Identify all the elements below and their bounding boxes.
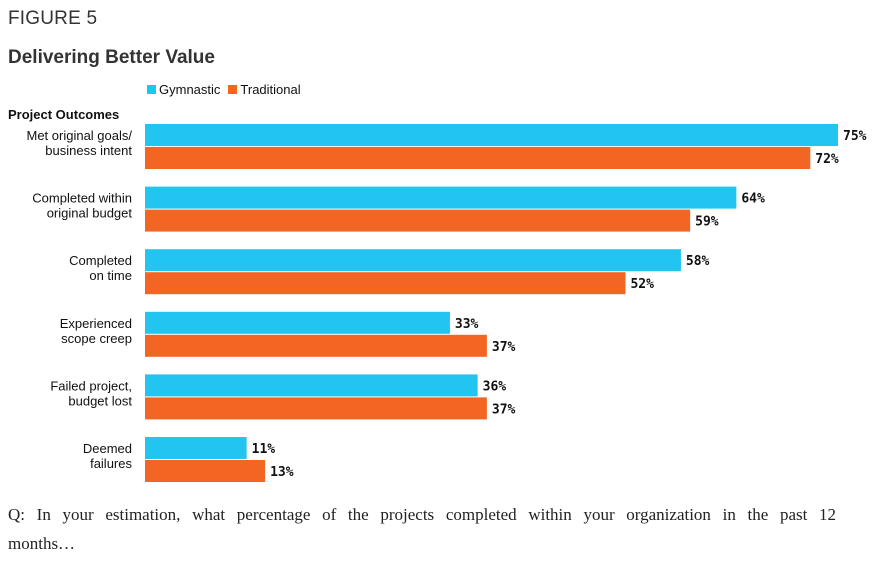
bar-gymnastic [145, 311, 450, 334]
bar-gymnastic [145, 374, 478, 397]
legend: Gymnastic Traditional [147, 82, 309, 97]
bar-gymnastic [145, 249, 681, 272]
category-label: Completed [69, 253, 132, 268]
category-label: Deemed [83, 441, 132, 456]
category-label: Completed within [32, 191, 132, 206]
data-label: 64% [741, 192, 765, 207]
data-label: 13% [270, 465, 294, 480]
bar-gymnastic [145, 186, 737, 209]
data-label: 11% [252, 442, 276, 457]
category-label: failures [90, 456, 132, 471]
category-axis-title: Project Outcomes [8, 107, 120, 122]
category-label: on time [89, 268, 132, 283]
bar-traditional [145, 272, 626, 295]
category-label: scope creep [61, 331, 132, 346]
bar-traditional [145, 147, 811, 169]
category-label: Failed project, [50, 378, 132, 393]
category-label: Met original goals/ [27, 128, 133, 143]
data-label: 36% [483, 379, 507, 394]
data-label: 72% [815, 152, 839, 167]
data-label: 59% [695, 215, 719, 230]
bar-traditional [145, 334, 487, 357]
legend-item-traditional: Traditional [228, 82, 301, 97]
survey-question: Q: In your estimation, what percentage o… [8, 505, 836, 553]
category-label: original budget [47, 206, 133, 221]
data-label: 75% [843, 129, 867, 144]
bar-traditional [145, 209, 691, 232]
bar-traditional [145, 397, 487, 420]
data-label: 37% [492, 402, 516, 417]
chart-title: Delivering Better Value [8, 47, 215, 68]
category-label: Experienced [60, 316, 132, 331]
data-label: 58% [686, 254, 710, 269]
bar-chart: Met original goals/business intent 75% 72%… [27, 124, 867, 482]
legend-label-gymnastic: Gymnastic [159, 82, 221, 97]
legend-swatch-traditional [228, 85, 238, 94]
category-label: business intent [45, 143, 132, 158]
category-label: budget lost [68, 393, 132, 408]
bar-gymnastic [145, 437, 247, 459]
data-label: 33% [455, 317, 479, 332]
legend-label-traditional: Traditional [240, 82, 301, 97]
figure-label: FIGURE 5 [8, 8, 98, 29]
legend-item-gymnastic: Gymnastic [147, 82, 220, 97]
bar-traditional [145, 460, 266, 482]
bar-gymnastic [145, 124, 838, 146]
legend-swatch-gymnastic [147, 85, 156, 94]
data-label: 52% [630, 277, 654, 292]
data-label: 37% [492, 340, 516, 355]
